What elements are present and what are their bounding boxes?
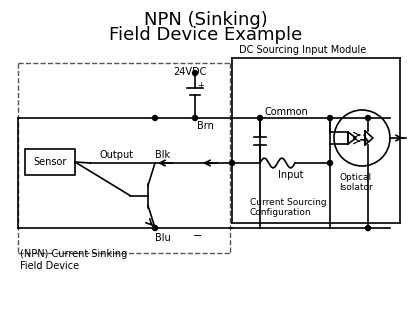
Text: Field Device Example: Field Device Example — [109, 26, 303, 44]
Text: −: − — [193, 231, 202, 241]
Circle shape — [258, 115, 262, 120]
Circle shape — [192, 71, 197, 75]
Circle shape — [192, 115, 197, 120]
Text: Optical
Isolator: Optical Isolator — [339, 173, 373, 193]
Circle shape — [152, 115, 157, 120]
Circle shape — [365, 226, 370, 231]
Text: (NPN) Current Sinking
Field Device: (NPN) Current Sinking Field Device — [20, 249, 127, 271]
Circle shape — [328, 115, 332, 120]
Circle shape — [328, 160, 332, 166]
Text: Common: Common — [265, 107, 309, 117]
Circle shape — [152, 226, 157, 231]
Text: Input: Input — [278, 170, 304, 180]
Text: 24VDC: 24VDC — [173, 67, 206, 77]
Text: Brn: Brn — [197, 121, 214, 131]
Circle shape — [229, 160, 234, 166]
Text: Blk: Blk — [155, 150, 170, 160]
Text: +: + — [197, 80, 204, 90]
Text: NPN (Sinking): NPN (Sinking) — [144, 11, 268, 29]
Text: Sensor: Sensor — [33, 157, 67, 167]
Circle shape — [365, 115, 370, 120]
Text: Output: Output — [100, 150, 134, 160]
Text: Blu: Blu — [155, 233, 171, 243]
Text: Current Sourcing
Configuration: Current Sourcing Configuration — [250, 198, 327, 217]
FancyBboxPatch shape — [25, 149, 75, 175]
Text: DC Sourcing Input Module: DC Sourcing Input Module — [239, 45, 366, 55]
